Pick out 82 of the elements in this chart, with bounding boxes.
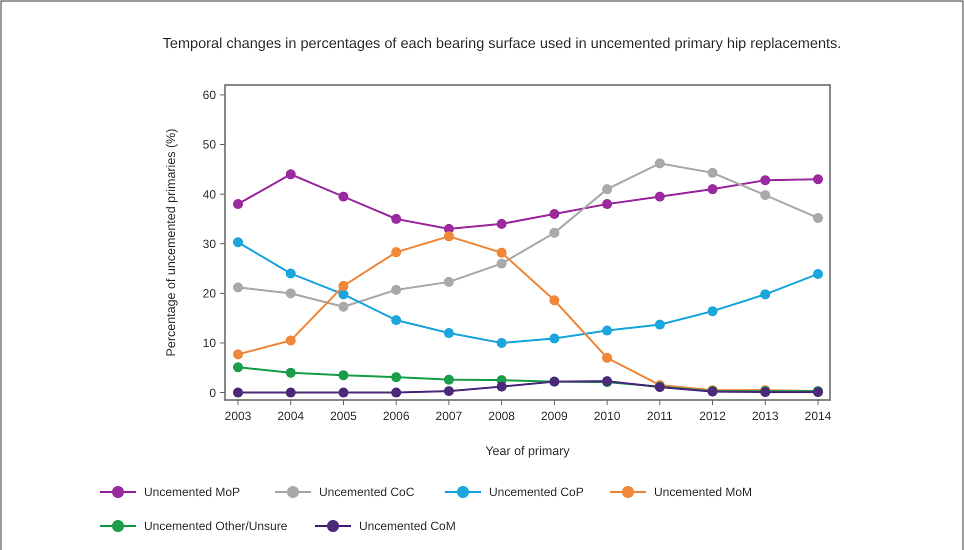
- point: [391, 214, 402, 224]
- point: [760, 175, 770, 186]
- point: [391, 284, 402, 295]
- point: [602, 326, 612, 336]
- point: [286, 288, 296, 298]
- y-tick-label: 60: [202, 88, 216, 102]
- legend-label: Uncemented MoP: [144, 485, 240, 500]
- point: [444, 231, 454, 242]
- point: [338, 302, 348, 312]
- y-tick-label: 40: [202, 187, 216, 202]
- legend-label: Uncemented CoP: [489, 485, 584, 500]
- point: [338, 280, 348, 291]
- point: [233, 349, 243, 360]
- legend-label: Uncemented CoC: [319, 485, 415, 500]
- x-tick-label: 2010: [594, 409, 621, 423]
- point: [338, 370, 348, 380]
- point: [286, 268, 296, 278]
- point: [654, 192, 665, 202]
- point: [602, 352, 612, 363]
- x-tick-label: 2003: [224, 409, 252, 423]
- point: [286, 335, 296, 346]
- point: [496, 338, 507, 348]
- point: [654, 320, 665, 330]
- point: [602, 199, 612, 210]
- y-tick-label: 20: [202, 286, 216, 301]
- point: [233, 362, 243, 372]
- point: [391, 247, 402, 258]
- x-tick-label: 2009: [541, 409, 568, 423]
- point: [444, 276, 454, 287]
- point: [654, 158, 665, 168]
- x-tick-label: 2012: [699, 409, 726, 423]
- y-tick-label: 10: [202, 336, 216, 350]
- chart-title: Temporal changes in percentages of each bearing surface used in uncemented primary hip replacements.: [162, 36, 842, 52]
- y-tick-label: 0: [209, 386, 216, 400]
- x-tick-label: 2008: [488, 409, 516, 423]
- point: [496, 382, 507, 392]
- point: [496, 248, 507, 258]
- y-axis-title: Percentage of uncemented primaries (%): [164, 128, 178, 356]
- point: [233, 199, 243, 210]
- point: [760, 190, 770, 200]
- x-tick-label: 2011: [646, 409, 674, 423]
- x-axis-title: Year of primary: [485, 444, 570, 458]
- point: [813, 174, 823, 184]
- point: [286, 388, 296, 398]
- x-tick-label: 2006: [382, 409, 410, 423]
- point: [708, 184, 718, 194]
- point: [286, 169, 296, 180]
- point: [708, 306, 718, 316]
- point: [549, 228, 560, 238]
- legend-label: Uncemented Other/Unsure: [144, 519, 288, 534]
- point: [549, 208, 560, 219]
- x-tick-label: 2004: [277, 409, 304, 423]
- point: [549, 334, 560, 344]
- point: [391, 388, 402, 398]
- point: [602, 184, 612, 194]
- point: [813, 212, 823, 223]
- point: [338, 289, 348, 300]
- point: [233, 388, 243, 398]
- point: [708, 168, 718, 178]
- point: [286, 368, 296, 378]
- point: [391, 315, 402, 326]
- point: [233, 237, 243, 248]
- point: [496, 258, 507, 269]
- point: [760, 289, 770, 300]
- x-tick-label: 2005: [330, 409, 358, 423]
- point: [444, 386, 454, 396]
- point: [233, 282, 243, 292]
- y-tick-label: 30: [202, 236, 216, 251]
- legend-label: Uncemented MoM: [654, 485, 752, 500]
- x-tick-label: 2013: [752, 409, 779, 423]
- point: [444, 374, 454, 385]
- point: [444, 328, 454, 338]
- x-tick-label: 2014: [804, 409, 832, 423]
- point: [549, 295, 560, 306]
- y-tick-label: 50: [202, 138, 216, 152]
- point: [813, 269, 823, 279]
- point: [496, 218, 507, 229]
- point: [338, 192, 348, 202]
- point: [338, 388, 348, 398]
- point: [391, 372, 402, 382]
- legend-label: Uncemented CoM: [359, 519, 456, 534]
- x-tick-label: 2007: [436, 409, 463, 423]
